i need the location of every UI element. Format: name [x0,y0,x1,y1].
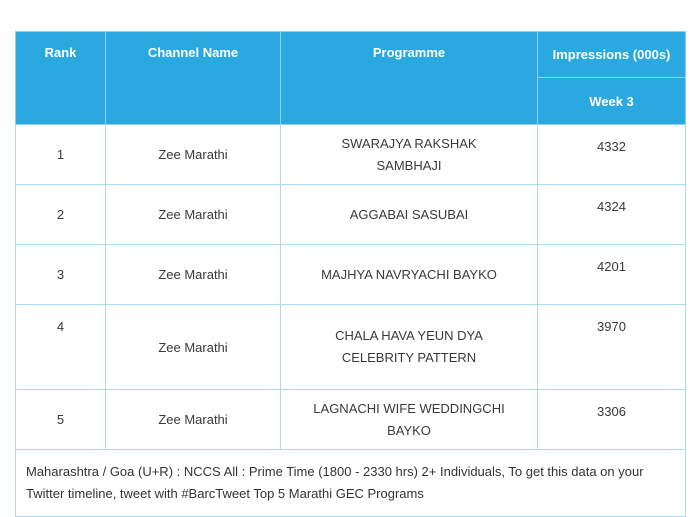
table-body: 1 Zee Marathi SWARAJYA RAKSHAK SAMBHAJI 433… [15,124,686,450]
subheader-row: Week 3 [16,77,686,125]
footnote-row: Maharashtra / Goa (U+R) : NCCS All : Pri… [15,449,686,517]
header-row: Rank Channel Name Programme Impressions … [15,31,686,125]
channel-cell: Zee Marathi [105,184,281,245]
programme-cell: LAGNACHI WIFE WEDDINGCHI BAYKO [280,389,538,450]
rank-cell: 4 [15,304,106,390]
rank-cell: 2 [15,184,106,245]
channel-cell: Zee Marathi [105,244,281,305]
header-cell: Rank [15,31,106,125]
header-cell: Programme [280,31,538,125]
header-cell: Impressions (000s) [537,31,686,78]
table-wrap: Rank Channel Name Programme Impressions … [15,31,686,517]
impressions-cell: 3970 [537,304,686,390]
footnote: Maharashtra / Goa (U+R) : NCCS All : Pri… [15,449,686,517]
table-row: 5 Zee Marathi LAGNACHI WIFE WEDDINGCHI BAY… [15,389,686,450]
table-row: 4 Zee Marathi CHALA HAVA YEUN DYA CELEBRIT… [15,304,686,390]
rank-cell: 1 [15,124,106,185]
subheader-cell: Week 3 [537,77,686,125]
rank-cell: 3 [15,244,106,305]
channel-cell: Zee Marathi [105,304,281,390]
page: Rank Channel Name Programme Impressions … [15,31,686,517]
impressions-cell: 3306 [537,389,686,450]
impressions-cell: 4201 [537,244,686,305]
ratings-table: Rank Channel Name Programme Impressions … [15,31,686,517]
channel-cell: Zee Marathi [105,124,281,185]
channel-cell: Zee Marathi [105,389,281,450]
table-row: 3 Zee Marathi MAJHYA NAVRYACHI BAYKO 4201 [15,244,686,305]
impressions-cell: 4324 [537,184,686,245]
programme-cell: SWARAJYA RAKSHAK SAMBHAJI [280,124,538,185]
rank-cell: 5 [15,389,106,450]
impressions-cell: 4332 [537,124,686,185]
table-row: 2 Zee Marathi AGGABAI SASUBAI 4324 [15,184,686,245]
programme-cell: MAJHYA NAVRYACHI BAYKO [280,244,538,305]
programme-cell: AGGABAI SASUBAI [280,184,538,245]
programme-cell: CHALA HAVA YEUN DYA CELEBRITY PATTERN [280,304,538,390]
table-row: 1 Zee Marathi SWARAJYA RAKSHAK SAMBHAJI 433… [15,124,686,185]
header-cell: Channel Name [105,31,281,125]
